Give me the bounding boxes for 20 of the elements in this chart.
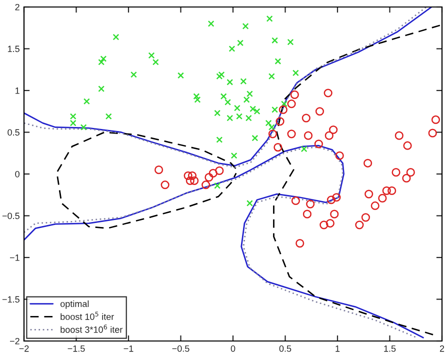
x-tick-label: 0.5: [279, 345, 292, 352]
y-tick-label: −1.5: [2, 296, 20, 303]
y-tick-label: 2: [15, 4, 20, 10]
y-tick-label: −1: [10, 254, 20, 261]
y-tick-label: −2: [10, 338, 20, 344]
x-tick-label: −1: [124, 346, 134, 352]
y-tick-label: 0: [15, 170, 20, 178]
legend-label: optimal: [60, 300, 89, 309]
x-tick-label: 2: [440, 345, 444, 352]
y-tick-label: −0.5: [2, 212, 20, 220]
x-tick-label: −0.5: [172, 345, 190, 352]
legend-label: boost 10$^{5}$ iter: [60, 312, 114, 320]
y-tick-label: 0.5: [8, 129, 20, 136]
y-tick-label: 1: [16, 88, 20, 94]
x-tick-label: 1: [336, 346, 340, 352]
legend-label: boost 3*10$^{6}$ iter: [60, 324, 123, 333]
x-tick-label: 0: [230, 345, 236, 352]
y-tick-label: 1.5: [8, 46, 20, 52]
x-tick-label: −1.5: [68, 346, 85, 352]
x-tick-label: 1.5: [384, 346, 396, 352]
